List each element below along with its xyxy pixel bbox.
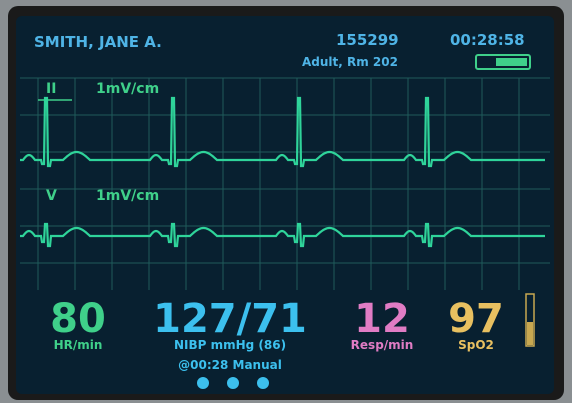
hr-value: 80 (50, 296, 106, 342)
location: Adult, Rm 202 (302, 55, 398, 69)
spo2-label: SpO2 (458, 338, 494, 352)
lead-scale: 1mV/cm (96, 81, 159, 97)
battery-level (496, 58, 527, 66)
patient-id: 155299 (336, 31, 399, 49)
alarm-icon (257, 377, 269, 389)
lead-name: II (46, 81, 56, 97)
clock: 00:28:58 (450, 31, 525, 49)
patient-name: SMITH, JANE A. (34, 33, 162, 51)
lead-scale: 1mV/cm (96, 188, 159, 204)
hr-label: HR/min (54, 338, 103, 352)
lead-name: V (46, 188, 57, 204)
nibp-label: NIBP mmHg (86) (174, 338, 286, 352)
nibp-value: 127/71 (153, 296, 307, 342)
spo2-value: 97 (448, 296, 504, 342)
resp-value: 12 (354, 296, 410, 342)
resp-label: Resp/min (351, 338, 414, 352)
monitor: SMITH, JANE A. 155299 00:28:58 Adult, Rm… (0, 0, 572, 403)
alarm-icon (197, 377, 209, 389)
alarm-icon (227, 377, 239, 389)
nibp-note: @00:28 Manual (178, 358, 282, 372)
spo2-gauge-fill (527, 322, 533, 345)
